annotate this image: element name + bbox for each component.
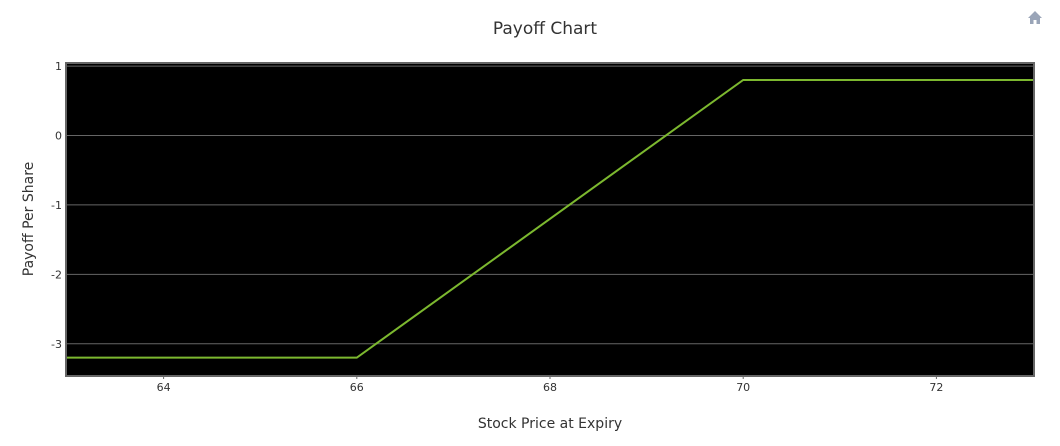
y-tick-label: 1 [55,60,62,73]
y-tick-label: 0 [55,130,62,143]
x-tick-label: 68 [543,381,557,394]
y-axis-label: Payoff Per Share [21,162,37,277]
x-tick-label: 72 [929,381,943,394]
x-axis-label: Stock Price at Expiry [478,416,622,432]
x-tick-label: 64 [157,381,171,394]
y-tick-label: -2 [51,268,62,281]
x-tick-label: 70 [736,381,750,394]
y-tick-label: -1 [51,199,62,212]
x-tick-label: 66 [350,381,364,394]
home-icon[interactable] [1028,11,1042,24]
chart-title: Payoff Chart [493,19,598,39]
payoff-line [67,78,1033,359]
y-tick-label: -3 [51,338,62,351]
